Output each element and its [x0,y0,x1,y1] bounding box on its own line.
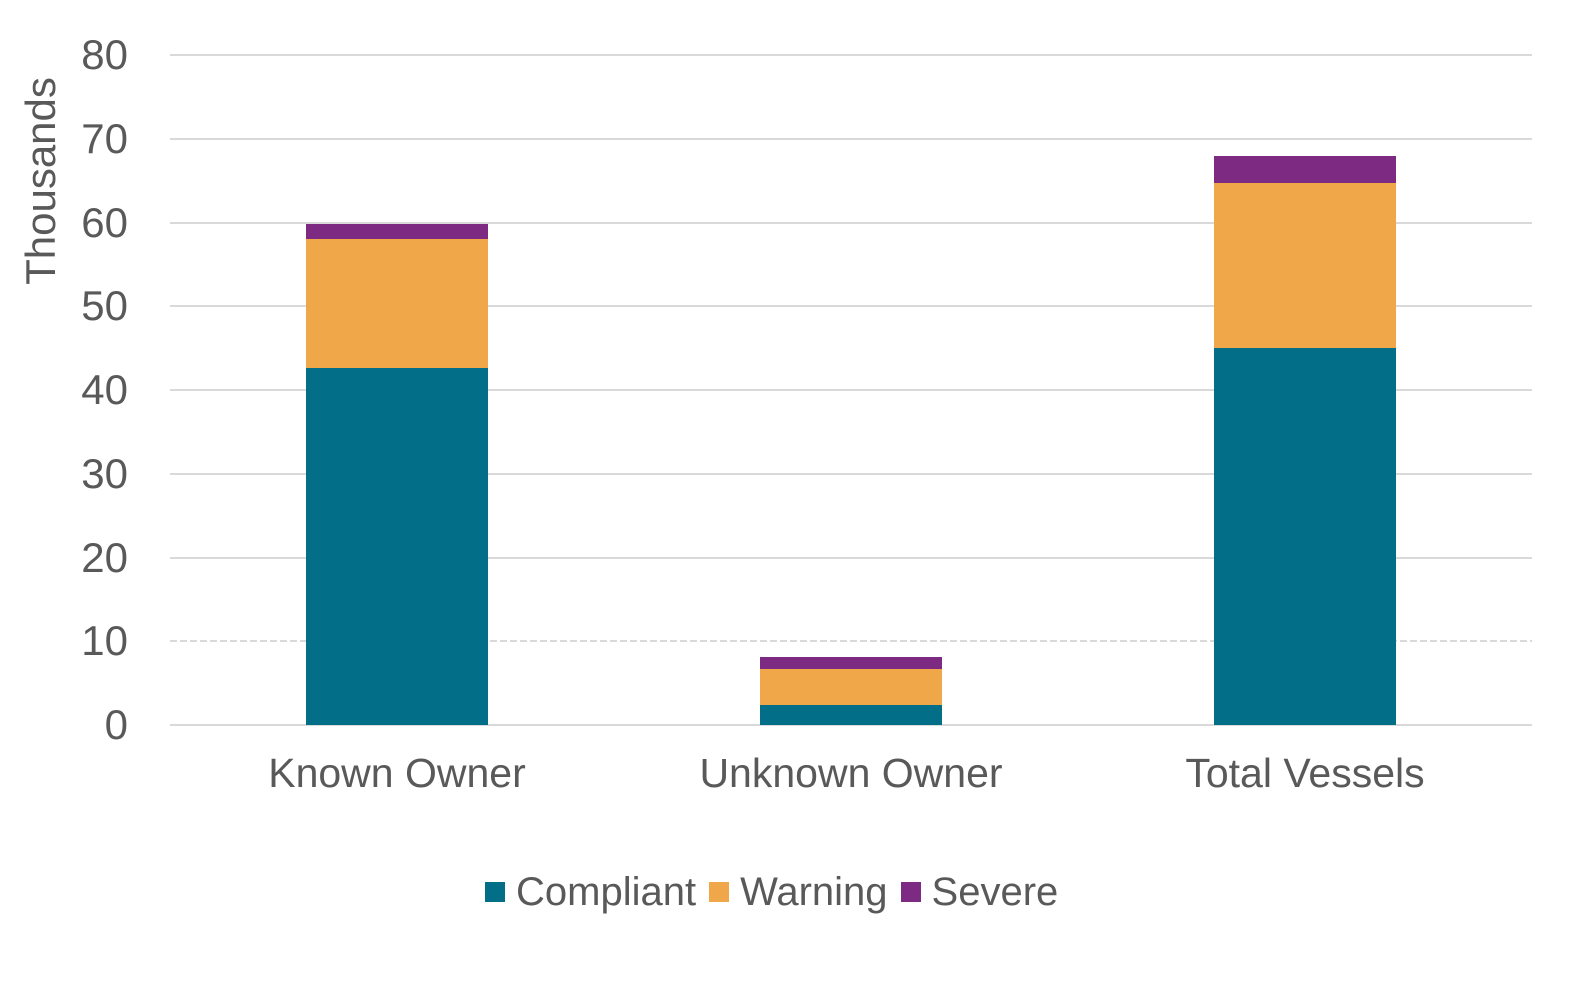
gridline [170,305,1532,308]
bar-segment-compliant-2 [760,704,942,725]
legend-swatch-severe [900,882,921,902]
legend-swatch-compliant [485,882,505,902]
bar-segment-compliant-3 [1214,348,1396,725]
legend-label-severe: Severe [931,870,1059,914]
bar-segment-warning-2 [760,668,942,705]
y-tick-label-40: 40 [81,366,128,413]
bar-segment-compliant-1 [306,368,488,725]
y-tick-label-50: 50 [81,282,128,330]
bar-segment-severe-1 [306,224,488,240]
x-axis-label-3: Total Vessels [1185,750,1425,796]
legend-item-compliant: Compliant [485,868,696,916]
gridline [170,54,1532,56]
gridline [170,389,1532,391]
legend-label-warning: Warning [740,870,888,914]
bar-segment-warning-1 [306,239,488,369]
x-axis-line [170,724,1532,726]
y-tick-label-70: 70 [81,114,128,162]
y-tick-label-80: 80 [81,31,128,78]
y-tick-label-10: 10 [81,617,128,665]
bar-segment-severe-3 [1214,156,1396,184]
legend-item-severe: Severe [900,868,1059,916]
y-axis-title: Thousands [17,77,64,285]
gridline-dashed [170,640,1532,643]
gridline [170,137,1532,140]
legend-swatch-warning [709,882,730,902]
gridline [170,556,1532,559]
x-axis-label-2: Unknown Owner [699,750,1003,796]
gridline [170,221,1532,224]
y-tick-label-30: 30 [81,449,128,497]
plot-area [170,54,1532,726]
bar-segment-warning-3 [1214,183,1396,349]
y-tick-label-0: 0 [104,701,128,748]
gridline [170,472,1532,475]
legend-label-compliant: Compliant [516,870,697,914]
y-tick-label-20: 20 [81,533,128,581]
legend: Compliant Warning Severe [485,868,1058,916]
bar-segment-severe-2 [760,657,942,669]
legend-item-warning: Warning [709,868,888,916]
y-tick-label-60: 60 [81,198,128,246]
x-axis-label-1: Known Owner [268,750,526,796]
